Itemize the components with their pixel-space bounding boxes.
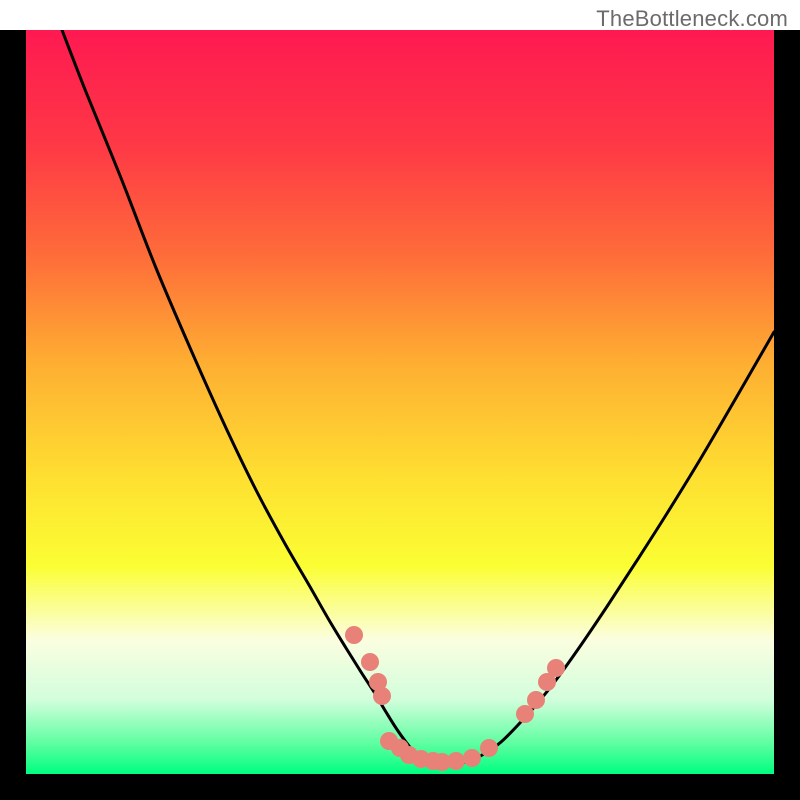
marker-dot bbox=[463, 749, 481, 767]
marker-dot bbox=[527, 691, 545, 709]
marker-dot bbox=[516, 705, 534, 723]
chart-container: TheBottleneck.com bbox=[0, 0, 800, 800]
watermark-text: TheBottleneck.com bbox=[596, 6, 788, 32]
marker-dot bbox=[547, 659, 565, 677]
marker-dot bbox=[345, 626, 363, 644]
marker-dot bbox=[361, 653, 379, 671]
chart-background bbox=[26, 30, 774, 774]
marker-dot bbox=[373, 687, 391, 705]
marker-dot bbox=[480, 739, 498, 757]
chart-svg bbox=[0, 0, 800, 800]
marker-dot bbox=[447, 752, 465, 770]
